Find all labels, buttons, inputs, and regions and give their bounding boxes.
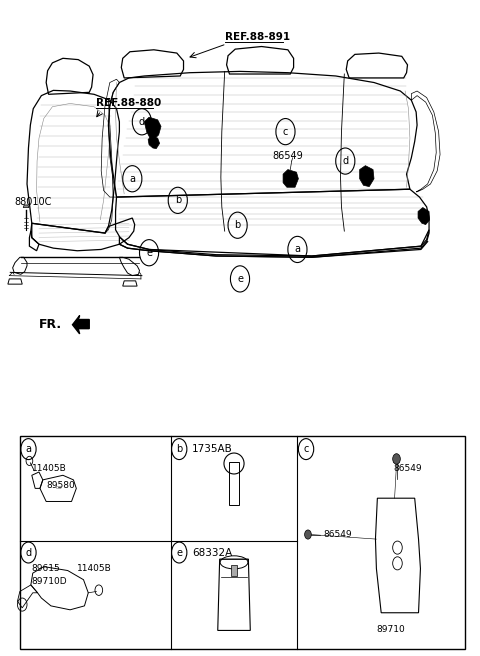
Text: a: a [25,444,32,454]
Text: 68332A: 68332A [192,548,232,558]
Bar [20,436,465,649]
Text: 89580: 89580 [46,481,75,489]
Text: e: e [146,248,152,258]
Text: b: b [235,220,241,230]
Text: 86549: 86549 [324,530,352,539]
Text: 89615: 89615 [32,564,60,573]
Polygon shape [418,207,430,224]
Text: oo: oo [56,485,62,490]
Polygon shape [360,166,374,186]
Polygon shape [23,205,29,207]
Polygon shape [144,117,161,140]
Polygon shape [148,136,159,149]
Text: e: e [176,548,182,558]
Bar [229,462,239,504]
Text: FR.: FR. [39,318,62,331]
Text: 89710D: 89710D [32,577,67,586]
Text: d: d [342,156,348,166]
Polygon shape [72,316,89,334]
Text: 86549: 86549 [393,464,422,473]
Text: a: a [129,174,135,184]
Text: REF.88-891: REF.88-891 [225,32,290,42]
Text: c: c [303,444,309,454]
Text: REF.88-880: REF.88-880 [96,98,162,108]
Text: 89710: 89710 [376,625,405,634]
Text: b: b [175,195,181,205]
Text: 1735AB: 1735AB [192,444,233,454]
Text: 11405B: 11405B [77,564,112,573]
Text: d: d [25,548,32,558]
Text: d: d [139,117,145,127]
Text: b: b [176,444,182,454]
Polygon shape [283,170,299,187]
Text: 11405B: 11405B [32,464,67,473]
Text: 86549: 86549 [273,152,303,161]
Text: e: e [237,274,243,284]
Text: 88010C: 88010C [14,197,51,207]
Text: a: a [294,245,300,255]
Circle shape [305,530,312,539]
Bar [231,565,237,575]
Text: c: c [283,127,288,136]
Circle shape [393,454,400,464]
